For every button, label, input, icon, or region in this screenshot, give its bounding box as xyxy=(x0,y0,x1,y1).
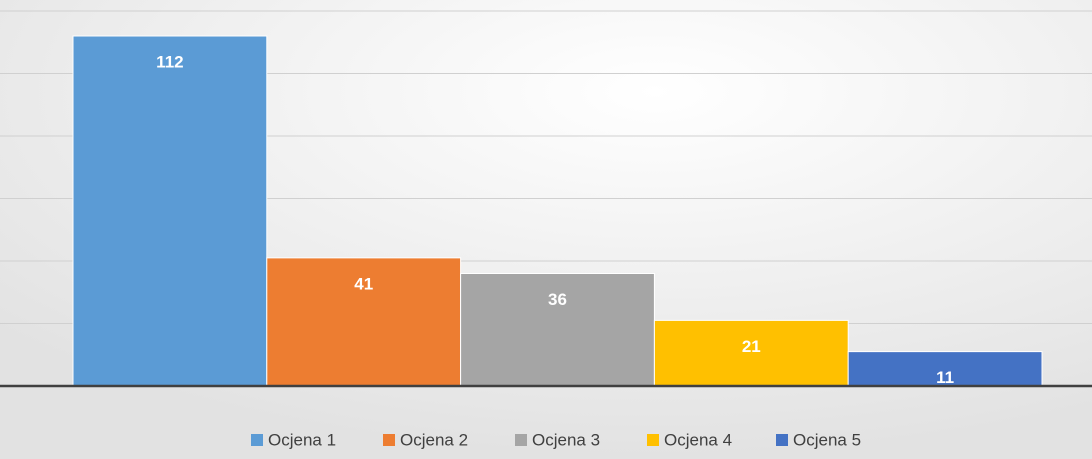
legend-swatch xyxy=(515,434,527,446)
bar xyxy=(72,35,268,387)
legend-label: Ocjena 4 xyxy=(664,430,732,449)
bar xyxy=(266,257,462,387)
legend-label: Ocjena 5 xyxy=(793,430,861,449)
legend-label: Ocjena 3 xyxy=(532,430,600,449)
value-label: 112 xyxy=(156,52,183,71)
value-label: 21 xyxy=(742,337,761,356)
legend-swatch xyxy=(647,434,659,446)
legend-swatch xyxy=(251,434,263,446)
value-label: 41 xyxy=(354,274,373,293)
legend-swatch xyxy=(776,434,788,446)
value-label: 36 xyxy=(548,290,567,309)
value-label: 11 xyxy=(936,368,954,387)
bar xyxy=(460,273,655,387)
bar xyxy=(847,351,1043,387)
legend-label: Ocjena 2 xyxy=(400,430,468,449)
legend-swatch xyxy=(383,434,395,446)
legend-label: Ocjena 1 xyxy=(268,430,336,449)
